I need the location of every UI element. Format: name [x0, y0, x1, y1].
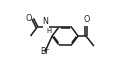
- Text: O: O: [26, 14, 32, 23]
- Text: N: N: [43, 17, 49, 26]
- Text: H: H: [46, 28, 52, 34]
- Text: O: O: [83, 15, 90, 24]
- Text: Br: Br: [40, 47, 49, 56]
